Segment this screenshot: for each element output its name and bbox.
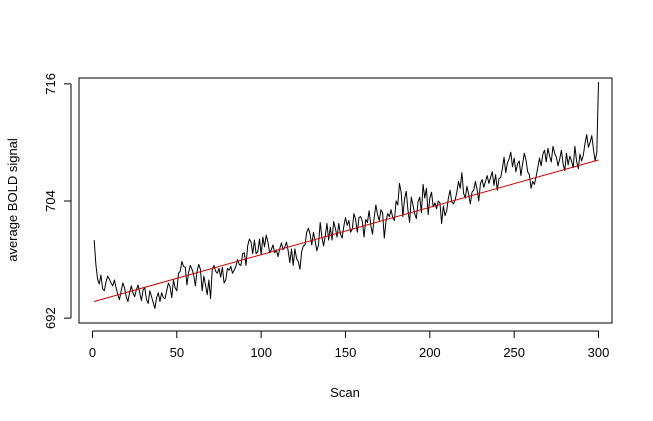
y-tick-label: 692 bbox=[43, 307, 58, 329]
plot-frame bbox=[78, 77, 613, 324]
x-axis: 0 50 100 150 200 250 300 bbox=[89, 330, 610, 360]
x-tick-label: 0 bbox=[89, 345, 96, 360]
signal-line bbox=[93, 81, 600, 309]
y-tick-label: 704 bbox=[43, 190, 58, 212]
x-tick-label: 150 bbox=[335, 345, 357, 360]
fit-line bbox=[94, 159, 599, 303]
x-tick-label: 100 bbox=[250, 345, 272, 360]
x-tick-label: 50 bbox=[170, 345, 184, 360]
y-axis: 692 704 716 bbox=[43, 73, 72, 329]
y-tick-label: 716 bbox=[43, 73, 58, 95]
y-axis-title: average BOLD signal bbox=[5, 138, 20, 262]
series-layer bbox=[93, 81, 600, 309]
x-axis-title: Scan bbox=[330, 385, 360, 400]
x-tick-label: 200 bbox=[419, 345, 441, 360]
x-tick-label: 300 bbox=[588, 345, 610, 360]
x-tick-label: 250 bbox=[503, 345, 525, 360]
